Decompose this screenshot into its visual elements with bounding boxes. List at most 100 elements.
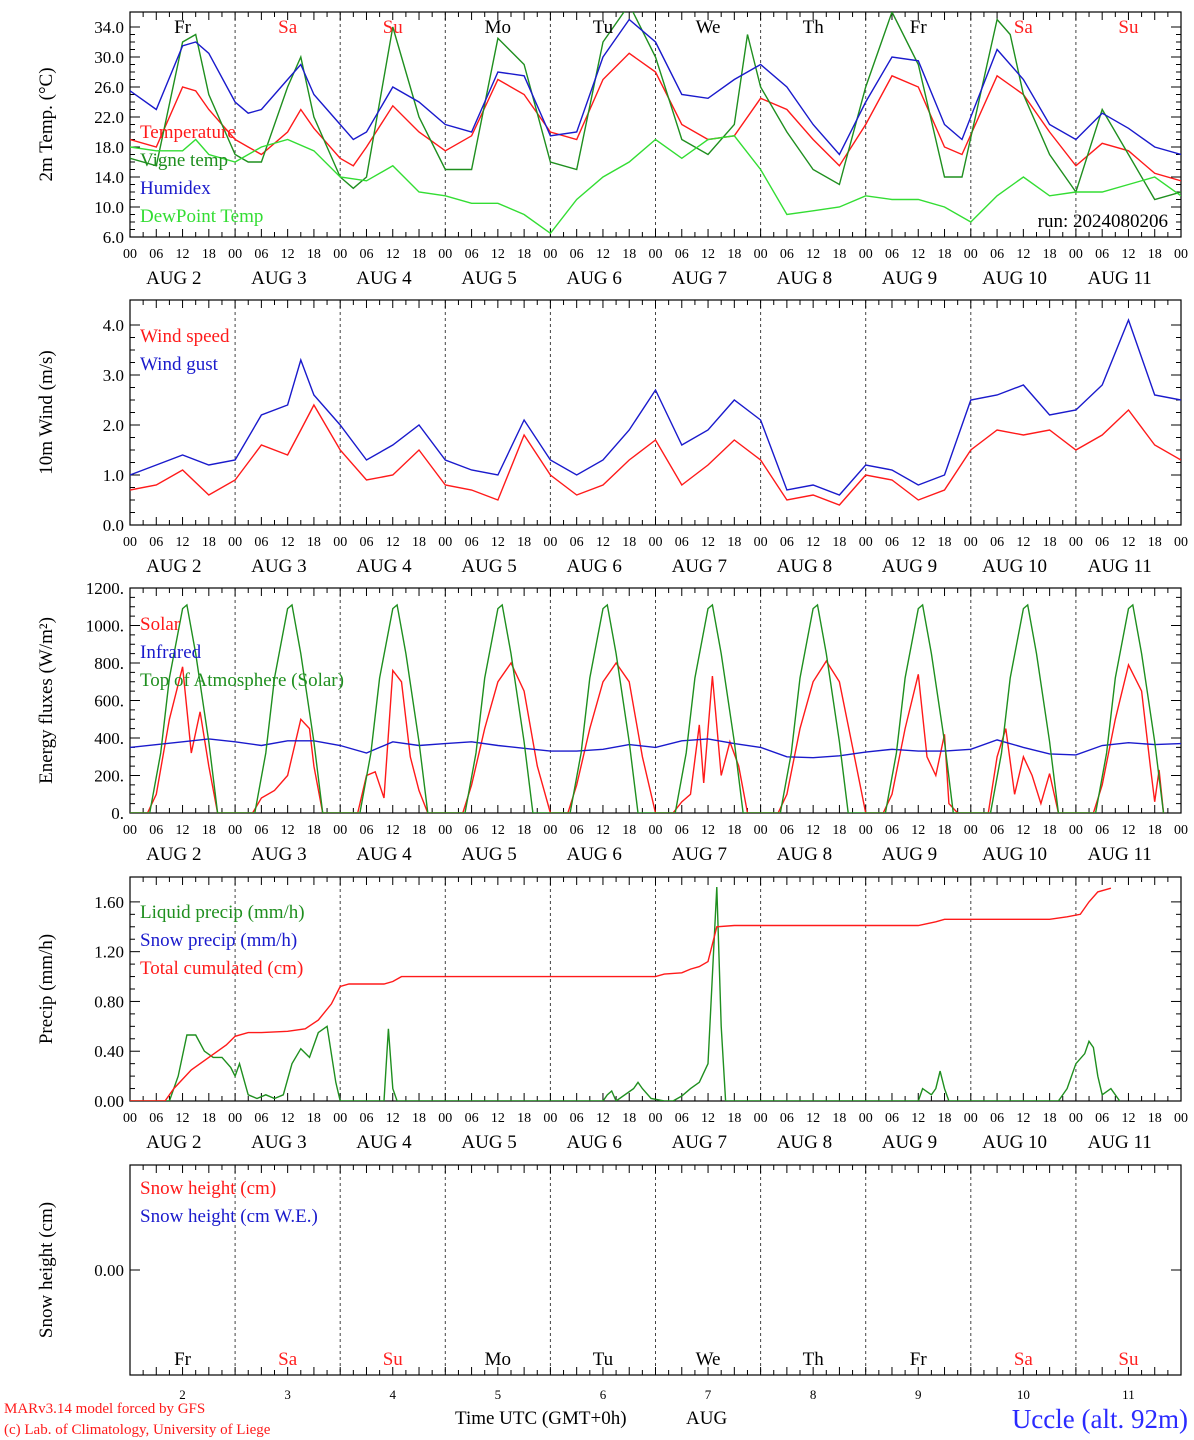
series-line-3	[130, 887, 1112, 1101]
hour-tick-label: 12	[1016, 1111, 1030, 1126]
date-label: AUG 5	[461, 1132, 516, 1153]
x-axis-title: Time UTC (GMT+0h)	[455, 1408, 627, 1429]
date-label: AUG 7	[672, 268, 727, 289]
y-tick-label: 2.0	[103, 416, 124, 435]
day-name: Mo	[485, 1349, 511, 1370]
series-line-3	[130, 603, 1165, 813]
hour-tick-label: 18	[202, 1111, 216, 1126]
hour-tick-label: 06	[990, 535, 1004, 550]
y-axis-label: Energy fluxes (W/m²)	[36, 617, 57, 784]
hour-tick-label: 18	[412, 247, 426, 262]
date-label: AUG 8	[777, 556, 832, 577]
hour-tick-label: 06	[149, 823, 163, 838]
hour-tick-label: 00	[438, 823, 452, 838]
day-name: Tu	[593, 1349, 614, 1370]
date-label: AUG 9	[882, 268, 937, 289]
day-name: Sa	[1014, 17, 1034, 38]
hour-tick-label: 00	[754, 823, 768, 838]
hour-tick-label: 18	[1148, 1111, 1162, 1126]
series-line-1	[130, 886, 1121, 1101]
hour-tick-label: 00	[438, 535, 452, 550]
day-name: Su	[1118, 1349, 1139, 1370]
hour-tick-label: 18	[938, 1111, 952, 1126]
hour-tick-label: 12	[1121, 247, 1135, 262]
hour-tick-label: 12	[386, 535, 400, 550]
hour-tick-label: 18	[412, 823, 426, 838]
y-tick-label: 400.	[94, 729, 124, 748]
hour-tick-label: 06	[359, 247, 373, 262]
y-axis-label: Snow height (cm)	[36, 1202, 57, 1338]
hour-tick-label: 18	[307, 247, 321, 262]
series-line-1	[130, 52, 1181, 182]
hour-tick-label: 18	[202, 247, 216, 262]
date-label: AUG 7	[672, 844, 727, 865]
hour-tick-label: 18	[202, 535, 216, 550]
y-tick-label: 0.40	[94, 1042, 124, 1061]
hour-tick-label: 18	[727, 535, 741, 550]
hour-tick-label: 12	[491, 247, 505, 262]
series-line-3	[130, 18, 1181, 156]
hour-tick-label: 18	[622, 823, 636, 838]
model-credit: MARv3.14 model forced by GFS	[4, 1401, 205, 1417]
date-label: AUG 4	[356, 844, 412, 865]
hour-tick-label: 00	[1174, 535, 1188, 550]
legend-entry: Temperature	[140, 122, 236, 143]
hour-tick-label: 12	[911, 823, 925, 838]
hour-tick-label: 12	[806, 1111, 820, 1126]
hour-tick-label: 18	[938, 823, 952, 838]
y-tick-label: 22.0	[94, 108, 124, 127]
hour-tick-label: 00	[228, 823, 242, 838]
date-label: AUG 7	[672, 1132, 727, 1153]
hour-tick-label: 12	[701, 247, 715, 262]
hour-tick-label: 06	[465, 535, 479, 550]
date-label: AUG 11	[1088, 1132, 1152, 1153]
legend-entry: Wind speed	[140, 326, 230, 347]
date-label: AUG 6	[566, 844, 621, 865]
date-label: AUG 9	[882, 844, 937, 865]
y-axis-label: 10m Wind (m/s)	[36, 350, 57, 475]
day-number: 8	[810, 1387, 817, 1402]
y-axis-label: 2m Temp. (°C)	[36, 67, 57, 181]
hour-tick-label: 18	[307, 823, 321, 838]
hour-tick-label: 06	[254, 1111, 268, 1126]
day-name: Su	[1118, 17, 1139, 38]
hour-tick-label: 18	[622, 1111, 636, 1126]
run-annotation: run: 2024080206	[1038, 211, 1168, 232]
hour-tick-label: 12	[386, 247, 400, 262]
hour-tick-label: 18	[517, 247, 531, 262]
date-label: AUG 10	[982, 1132, 1047, 1153]
hour-tick-label: 06	[465, 823, 479, 838]
hour-tick-label: 00	[649, 1111, 663, 1126]
y-tick-label: 3.0	[103, 366, 124, 385]
hour-tick-label: 12	[596, 535, 610, 550]
hour-tick-label: 18	[517, 1111, 531, 1126]
hour-tick-label: 00	[649, 823, 663, 838]
series-line-2	[130, 12, 1181, 201]
hour-tick-label: 06	[675, 1111, 689, 1126]
hour-tick-label: 12	[911, 535, 925, 550]
hour-tick-label: 06	[359, 1111, 373, 1126]
hour-tick-label: 18	[307, 1111, 321, 1126]
hour-tick-label: 18	[1043, 535, 1057, 550]
hour-tick-label: 06	[675, 247, 689, 262]
hour-tick-label: 06	[465, 247, 479, 262]
date-label: AUG 3	[251, 268, 306, 289]
hour-tick-label: 06	[780, 535, 794, 550]
hour-tick-label: 12	[1016, 823, 1030, 838]
hour-tick-label: 12	[281, 823, 295, 838]
date-label: AUG 8	[777, 268, 832, 289]
day-name: Fr	[910, 1349, 928, 1370]
hour-tick-label: 12	[386, 1111, 400, 1126]
day-name: Su	[383, 17, 404, 38]
hour-tick-label: 12	[701, 823, 715, 838]
hour-tick-label: 12	[491, 823, 505, 838]
hour-tick-label: 06	[359, 823, 373, 838]
hour-tick-label: 00	[859, 1111, 873, 1126]
y-tick-label: 200.	[94, 767, 124, 786]
hour-tick-label: 00	[1069, 247, 1083, 262]
date-label: AUG 6	[566, 268, 621, 289]
hour-tick-label: 00	[123, 247, 137, 262]
plot-frame	[129, 11, 1182, 238]
hour-tick-label: 00	[228, 1111, 242, 1126]
y-tick-label: 0.	[111, 804, 124, 823]
